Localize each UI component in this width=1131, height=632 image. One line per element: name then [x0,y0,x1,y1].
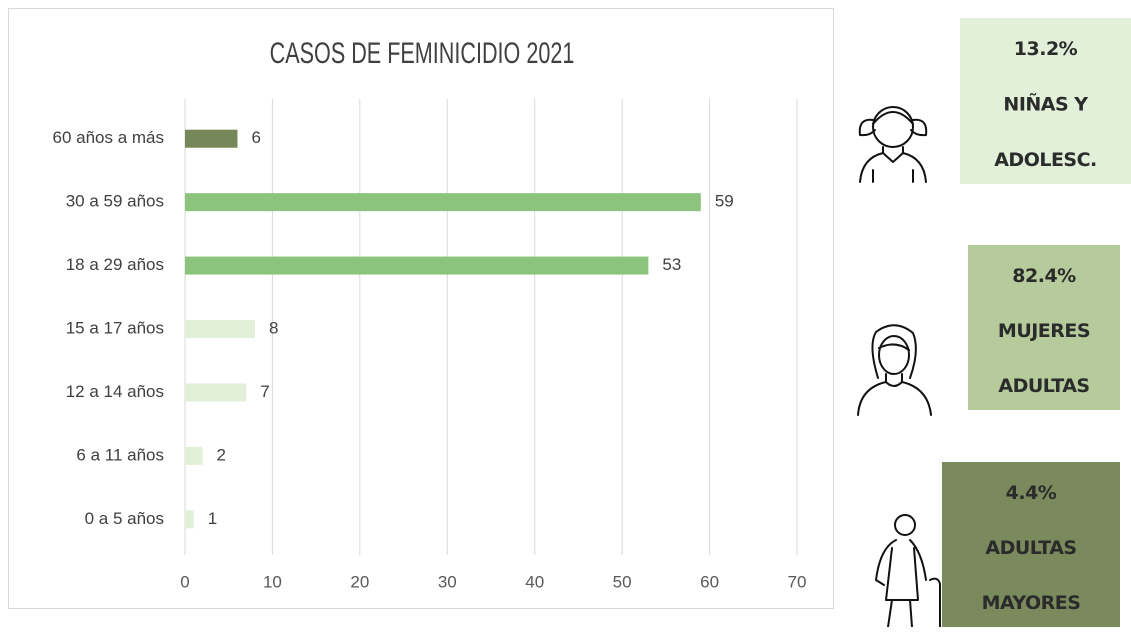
data-label: 6 [251,128,260,147]
woman-icon [857,324,932,416]
x-tick-label: 10 [263,572,282,591]
elder-icon [875,514,941,628]
data-label: 2 [216,445,225,464]
bar [185,129,238,148]
x-tick-label: 60 [700,572,719,591]
y-tick-label: 6 a 11 años [76,445,164,464]
panel-label: MUJERES [998,320,1090,342]
x-tick-label: 0 [180,572,189,591]
panel-bg [968,245,1120,410]
y-tick-label: 30 a 59 años [66,192,164,211]
x-tick-label: 70 [788,572,807,591]
bar [185,193,701,212]
data-label: 53 [662,255,681,274]
bar [185,510,194,529]
data-label: 59 [715,192,734,211]
panel-percent: 4.4% [1006,482,1057,504]
panel-bg [942,462,1120,627]
x-tick-label: 30 [438,572,457,591]
x-tick-label: 40 [525,572,544,591]
panel-label: ADULTAS [985,537,1076,559]
y-tick-label: 60 años a más [52,128,164,147]
x-tick-label: 20 [350,572,369,591]
y-tick-label: 18 a 29 años [66,255,164,274]
data-label: 7 [260,382,269,401]
bar [185,383,247,402]
y-tick-label: 12 a 14 años [66,382,164,401]
data-label: 1 [208,509,217,528]
panel-percent: 13.2% [1014,38,1078,60]
bar [185,446,203,465]
y-tick-label: 15 a 17 años [66,318,164,337]
panel-label: MAYORES [982,592,1081,614]
data-label: 8 [269,318,278,337]
x-tick-label: 50 [613,572,632,591]
bar [185,320,255,338]
panels: 13.2% NIÑAS Y ADOLESC. 82.4% MUJERES ADULTAS 4… [942,18,1131,627]
panel-label: ADULTAS [998,375,1089,397]
girl-icon [858,106,928,183]
bar [185,256,649,275]
chart-frame [8,8,834,609]
panel-label: ADOLESC. [994,149,1097,171]
panel-percent: 82.4% [1012,265,1076,287]
chart-title: CASOS DE FEMINICIDIO 2021 [270,35,575,69]
panel-label: NIÑAS Y [1003,92,1088,116]
y-tick-label: 0 a 5 años [85,509,164,528]
panel-bg [960,18,1131,184]
